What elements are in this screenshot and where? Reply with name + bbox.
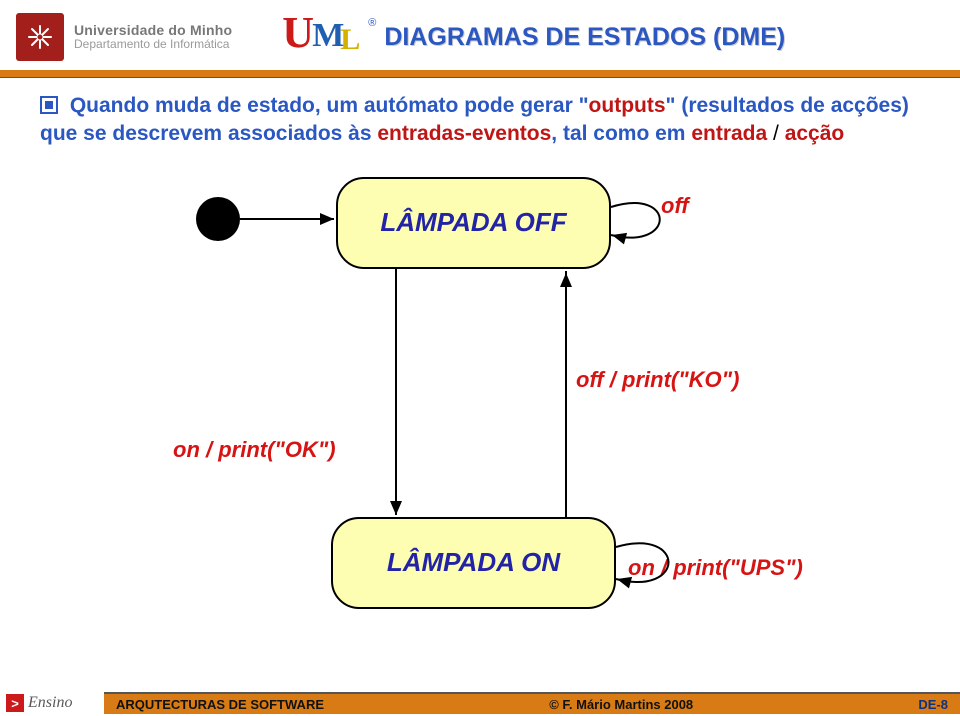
text-events: entradas-eventos xyxy=(377,122,551,145)
transition-label-off-self: off xyxy=(661,193,689,219)
footer-chevron-icon: > xyxy=(6,694,24,712)
state-diagram: LÂMPADA OFF LÂMPADA ON off on / print("O… xyxy=(166,167,806,622)
footer-course: ARQUTECTURAS DE SOFTWARE xyxy=(116,697,324,712)
footer-page: DE-8 xyxy=(918,697,948,712)
text-accao: acção xyxy=(785,122,845,145)
university-name: Universidade do Minho xyxy=(74,22,232,38)
state-label-on: LÂMPADA ON xyxy=(387,547,560,578)
text-entrada: entrada xyxy=(691,122,767,145)
header-separator xyxy=(0,70,960,78)
university-text: Universidade do Minho Departamento de In… xyxy=(74,22,232,52)
transition-label-off-ko: off / print("KO") xyxy=(576,367,739,393)
body-paragraph: Quando muda de estado, um autómato pode … xyxy=(40,92,932,149)
registered-mark: ® xyxy=(368,17,376,29)
footer-ensino: Ensino xyxy=(28,694,92,712)
text-outputs: outputs xyxy=(589,94,666,117)
state-lampada-off: LÂMPADA OFF xyxy=(336,177,611,269)
slide-title: DIAGRAMAS DE ESTADOS (DME) xyxy=(384,23,785,52)
slide-header: Universidade do Minho Departamento de In… xyxy=(0,0,960,70)
state-lampada-on: LÂMPADA ON xyxy=(331,517,616,609)
university-logo xyxy=(16,13,64,61)
slide-footer: > Ensino ARQUTECTURAS DE SOFTWARE © F. M… xyxy=(0,690,960,716)
footer-author: © F. Mário Martins 2008 xyxy=(549,697,693,712)
uml-logo: UML xyxy=(282,13,362,61)
slide-body: Quando muda de estado, um autómato pode … xyxy=(0,78,960,622)
text-pre: Quando muda de estado, um autómato pode … xyxy=(70,94,579,117)
state-label-off: LÂMPADA OFF xyxy=(380,207,566,238)
footer-bar: ARQUTECTURAS DE SOFTWARE © F. Mário Mart… xyxy=(104,692,960,714)
text-after-events: , tal como em xyxy=(551,122,691,145)
initial-state xyxy=(196,197,240,241)
transition-label-on-ok: on / print("OK") xyxy=(173,437,336,463)
transition-label-on-ups: on / print("UPS") xyxy=(628,555,803,581)
department-name: Departamento de Informática xyxy=(74,38,232,52)
bullet-icon xyxy=(40,96,58,114)
uml-logo-block: UML ® DIAGRAMAS DE ESTADOS (DME) xyxy=(282,13,785,61)
